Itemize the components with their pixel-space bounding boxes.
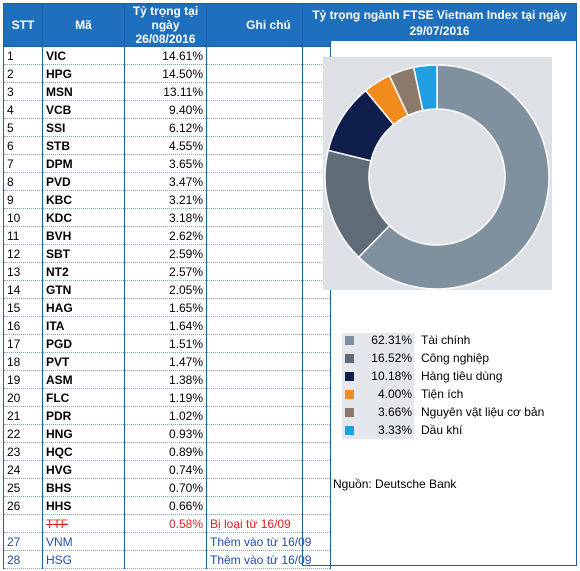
legend-label: Dầu khí bbox=[421, 423, 463, 437]
table-cell: HHS bbox=[42, 496, 125, 515]
table-row: 11 BVH 2.62% bbox=[3, 226, 331, 245]
legend-value: 62.31% bbox=[371, 333, 412, 347]
legend-swatch bbox=[345, 408, 354, 417]
table-cell: 10 bbox=[3, 208, 43, 227]
pie-slice bbox=[412, 64, 438, 112]
table-cell: 13.11% bbox=[124, 82, 207, 101]
table-row: 1 VIC 14.61% bbox=[3, 46, 331, 65]
table-row: 5 SSI 6.12% bbox=[3, 118, 331, 137]
table-cell: 0.89% bbox=[124, 442, 207, 461]
legend-swatch bbox=[345, 390, 354, 399]
table-row: 2 HPG 14.50% bbox=[3, 64, 331, 83]
source: Nguồn: Deutsche Bank bbox=[333, 477, 457, 491]
table-cell: 1.02% bbox=[124, 406, 207, 425]
legend-value: 16.52% bbox=[371, 351, 412, 365]
table-row: 22 HNG 0.93% bbox=[3, 424, 331, 443]
table-cell: TTF bbox=[42, 514, 125, 533]
legend-label: Tài chính bbox=[421, 333, 470, 347]
legend-value: 3.66% bbox=[378, 405, 412, 419]
table-cell: 1.51% bbox=[124, 334, 207, 353]
pie-slice bbox=[357, 64, 550, 290]
table-cell: Thêm vào từ 16/09 bbox=[206, 550, 331, 569]
column-header: Tỷ trọng tại ngày 26/08/2016 bbox=[124, 3, 207, 47]
table-row: TTF 0.58% Bị loại từ 16/09 bbox=[3, 514, 331, 533]
table-cell: HSG bbox=[42, 550, 125, 569]
table-cell: 13 bbox=[3, 262, 43, 281]
legend-value: 4.00% bbox=[378, 387, 412, 401]
table-cell: 23 bbox=[3, 442, 43, 461]
table-cell: 0.70% bbox=[124, 478, 207, 497]
legend-label: Tiện ích bbox=[421, 387, 463, 401]
table-cell: 2.62% bbox=[124, 226, 207, 245]
legend-label: Công nghiệp bbox=[421, 351, 489, 365]
legend-swatch bbox=[345, 426, 354, 435]
table-row: 8 PVD 3.47% bbox=[3, 172, 331, 191]
weight-table: STT Mã Tỷ trọng tại ngày 26/08/2016 Ghi chú… bbox=[3, 3, 331, 569]
table-row: 15 HAG 1.65% bbox=[3, 298, 331, 317]
table-cell: HVG bbox=[42, 460, 125, 479]
table-row: 18 PVT 1.47% bbox=[3, 352, 331, 371]
table-row: 24 HVG 0.74% bbox=[3, 460, 331, 479]
legend-label: Hàng tiêu dùng bbox=[421, 369, 502, 383]
table-cell: 25 bbox=[3, 478, 43, 497]
table-cell: Thêm vào từ 16/09 bbox=[206, 532, 331, 551]
table-cell: 14 bbox=[3, 280, 43, 299]
table-row: 20 FLC 1.19% bbox=[3, 388, 331, 407]
legend-value: 3.33% bbox=[378, 423, 412, 437]
table-cell: 17 bbox=[3, 334, 43, 353]
table-row: 27 VNM Thêm vào từ 16/09 bbox=[3, 532, 331, 551]
table-cell: HQC bbox=[42, 442, 125, 461]
chart-panel: Tỷ trọng ngành FTSE Vietnam Index tại ng… bbox=[302, 3, 577, 566]
table-cell: 2.05% bbox=[124, 280, 207, 299]
legend-value: 10.18% bbox=[371, 369, 412, 383]
table-cell: BVH bbox=[42, 226, 125, 245]
table-cell: NT2 bbox=[42, 262, 125, 281]
table-cell: HNG bbox=[42, 424, 125, 443]
legend-background bbox=[342, 333, 414, 439]
table-cell: 15 bbox=[3, 298, 43, 317]
column-header: STT bbox=[3, 3, 43, 47]
table-row: 19 ASM 1.38% bbox=[3, 370, 331, 389]
legend-swatch bbox=[345, 336, 354, 345]
table-row: 25 BHS 0.70% bbox=[3, 478, 331, 497]
table-cell: 2.57% bbox=[124, 262, 207, 281]
table-cell: 3.47% bbox=[124, 172, 207, 191]
legend-swatch bbox=[345, 354, 354, 363]
table-row: 16 ITA 1.64% bbox=[3, 316, 331, 335]
table-row: 6 STB 4.55% bbox=[3, 136, 331, 155]
legend-swatch bbox=[345, 372, 354, 381]
table-row: 4 VCB 9.40% bbox=[3, 100, 331, 119]
table-row: 23 HQC 0.89% bbox=[3, 442, 331, 461]
table-cell: STB bbox=[42, 136, 125, 155]
table-row: 10 KDC 3.18% bbox=[3, 208, 331, 227]
table-row: 28 HSG Thêm vào từ 16/09 bbox=[3, 550, 331, 569]
legend-label: Nguyên vật liệu cơ bản bbox=[421, 405, 544, 419]
chart-title: Tỷ trọng ngành FTSE Vietnam Index tại ng… bbox=[303, 4, 576, 41]
table-cell: 28 bbox=[3, 550, 43, 569]
